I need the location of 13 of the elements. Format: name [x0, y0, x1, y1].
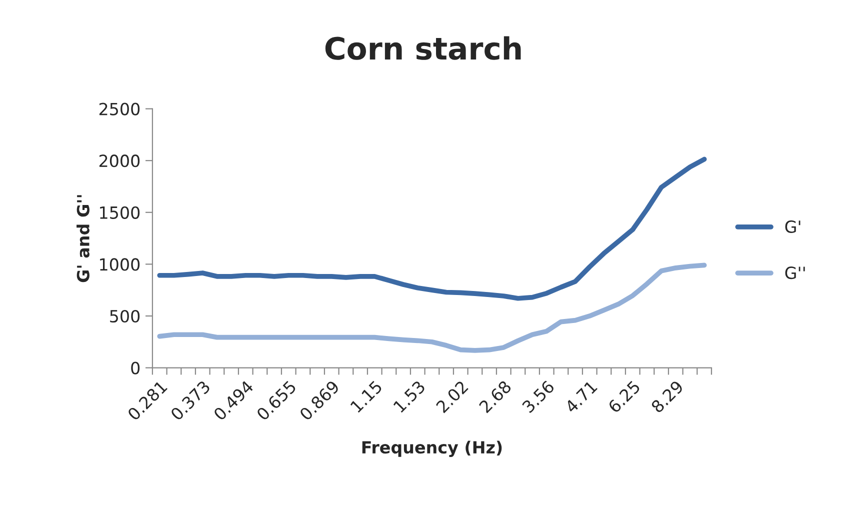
y-tick-label: 1500 [100, 206, 140, 219]
x-axis-title: Frequency (Hz) [362, 440, 502, 457]
y-tick-label: 0 [131, 362, 140, 374]
legend-label: G' [785, 220, 800, 233]
legend-label: G'' [785, 266, 805, 280]
y-tick-label: 2000 [99, 154, 140, 168]
line-series [157, 262, 707, 353]
chart-title: Corn starch [325, 36, 521, 60]
y-tick-label: 500 [110, 310, 140, 323]
y-tick-label: 1000 [100, 258, 140, 271]
y-tick-label: 2500 [99, 102, 140, 116]
line-series [157, 156, 707, 301]
y-axis-title: G' and G'' [76, 195, 90, 282]
